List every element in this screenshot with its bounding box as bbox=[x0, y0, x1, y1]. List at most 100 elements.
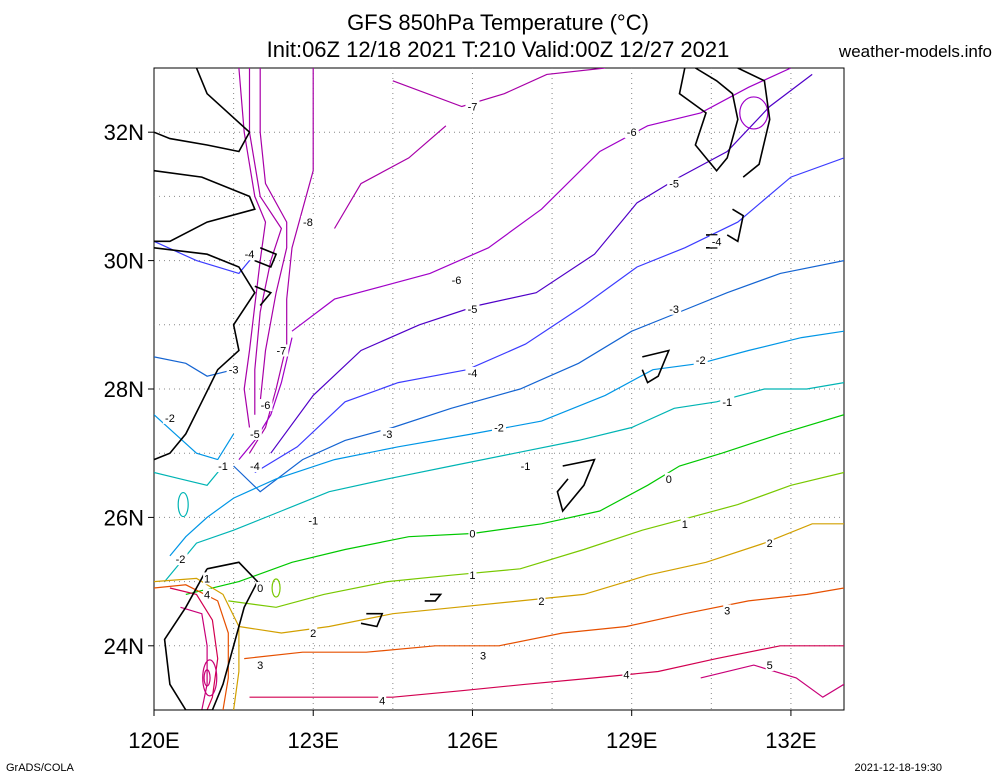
contour-label: 2 bbox=[310, 628, 316, 640]
grid-lines bbox=[154, 68, 844, 710]
contour-label-bg bbox=[258, 399, 273, 412]
contour-label: -3 bbox=[383, 429, 393, 441]
coastline bbox=[254, 247, 278, 269]
contour-label-bg bbox=[256, 659, 265, 672]
contour-label-bg bbox=[465, 100, 480, 113]
coastline bbox=[360, 612, 384, 628]
contour-label: 1 bbox=[682, 519, 688, 531]
contour-label-bg bbox=[680, 517, 689, 530]
contour-label: 4 bbox=[379, 695, 385, 707]
isotherm-line bbox=[185, 414, 844, 595]
contour-label-bg bbox=[465, 302, 480, 315]
contour-label: -1 bbox=[521, 461, 531, 473]
contour-labels: -7 -6 -5 -4 -8 -4 -6 -5 -3 -7 -3 -4 -2 -6 -1 -2 -5 -3 -2 -1… bbox=[162, 100, 774, 707]
contour-label: -3 bbox=[229, 365, 239, 377]
contour-label-bg bbox=[720, 395, 735, 408]
lat-tick-label: 24N bbox=[104, 634, 144, 659]
contour-label: 0 bbox=[469, 528, 475, 540]
contour-label: -1 bbox=[218, 461, 228, 473]
isotherm-line bbox=[154, 584, 229, 710]
contour-label-bg bbox=[203, 572, 212, 585]
isotherm-closed-contour bbox=[202, 659, 218, 697]
generated-timestamp: 2021-12-18-19:30 bbox=[854, 762, 942, 774]
contour-label-bg bbox=[378, 694, 387, 707]
isotherm-line bbox=[270, 73, 813, 454]
contour-label: 4 bbox=[204, 589, 210, 601]
contour-label: -6 bbox=[627, 127, 637, 139]
contour-label-bg bbox=[173, 553, 188, 566]
contour-label: -6 bbox=[452, 275, 462, 287]
coastline bbox=[424, 593, 443, 602]
coastline bbox=[641, 349, 671, 384]
contour-label-bg bbox=[468, 527, 477, 540]
isotherm-line bbox=[169, 330, 844, 557]
coastline bbox=[254, 285, 273, 307]
contour-label: 3 bbox=[257, 660, 263, 672]
contour-label: -5 bbox=[669, 179, 679, 191]
contour-label: -4 bbox=[468, 368, 478, 380]
lat-tick-label: 30N bbox=[104, 249, 144, 274]
isotherm-line bbox=[248, 68, 283, 415]
isotherm-closed-contour bbox=[203, 669, 211, 687]
contour-label-bg bbox=[309, 626, 318, 639]
coastline bbox=[154, 169, 256, 243]
contour-label-bg bbox=[203, 588, 212, 601]
contour-label-bg bbox=[449, 273, 464, 286]
isotherm-line bbox=[154, 356, 234, 377]
contour-label: -1 bbox=[722, 397, 732, 409]
contour-label-bg bbox=[300, 216, 315, 229]
contour-label-bg bbox=[622, 668, 631, 681]
contour-label-bg bbox=[664, 472, 673, 485]
isotherm-line bbox=[249, 645, 844, 698]
contour-label-bg bbox=[247, 460, 262, 473]
isotherm-line bbox=[169, 587, 219, 710]
isotherm-line bbox=[291, 68, 792, 332]
brand-label: weather-models.info bbox=[838, 42, 992, 61]
coastline bbox=[154, 68, 251, 153]
coastline bbox=[556, 458, 596, 513]
lat-tick-label: 26N bbox=[104, 505, 144, 530]
contour-label: -4 bbox=[245, 249, 255, 261]
lat-tick-label: 28N bbox=[104, 377, 144, 402]
contour-label-bg bbox=[518, 460, 533, 473]
isotherm-line bbox=[228, 471, 844, 608]
contour-label: -2 bbox=[165, 413, 175, 425]
isotherm-line bbox=[238, 68, 267, 428]
contour-label-bg bbox=[765, 659, 774, 672]
contour-label: -2 bbox=[176, 554, 186, 566]
contour-label: -5 bbox=[468, 304, 478, 316]
isotherm-line bbox=[164, 382, 844, 582]
contour-label: -4 bbox=[250, 461, 260, 473]
contour-label-bg bbox=[492, 421, 506, 434]
contour-label-bg bbox=[306, 514, 321, 527]
contour-label: 1 bbox=[204, 573, 210, 585]
contour-label: 3 bbox=[480, 650, 486, 662]
isotherm-line bbox=[392, 68, 606, 108]
contour-label-bg bbox=[468, 569, 477, 582]
lon-tick-label: 132E bbox=[765, 728, 816, 753]
contour-label-bg bbox=[242, 248, 257, 261]
contour-label: -2 bbox=[494, 423, 504, 435]
contour-label: -7 bbox=[276, 345, 286, 357]
software-credit: GrADS/COLA bbox=[6, 762, 74, 774]
contour-label-bg bbox=[723, 604, 732, 617]
contour-label: 3 bbox=[724, 605, 730, 617]
contour-label-bg bbox=[537, 594, 546, 607]
contour-label-bg bbox=[465, 366, 480, 379]
contour-label-bg bbox=[765, 537, 774, 550]
isotherm-line bbox=[154, 414, 235, 461]
lon-tick-label: 126E bbox=[447, 728, 498, 753]
map-title: GFS 850hPa Temperature (°C) bbox=[347, 10, 649, 35]
isotherm-line bbox=[238, 337, 293, 460]
coastline bbox=[737, 68, 771, 178]
contour-label: -6 bbox=[261, 400, 271, 412]
contour-label: -4 bbox=[712, 236, 722, 248]
isotherm-closed-contour bbox=[739, 96, 769, 130]
coastline bbox=[154, 247, 256, 461]
lon-tick-label: 120E bbox=[128, 728, 179, 753]
isotherm-closed-contour bbox=[271, 578, 281, 598]
contour-label: 2 bbox=[538, 596, 544, 608]
contour-label: 1 bbox=[469, 570, 475, 582]
contour-label-bg bbox=[162, 411, 177, 424]
